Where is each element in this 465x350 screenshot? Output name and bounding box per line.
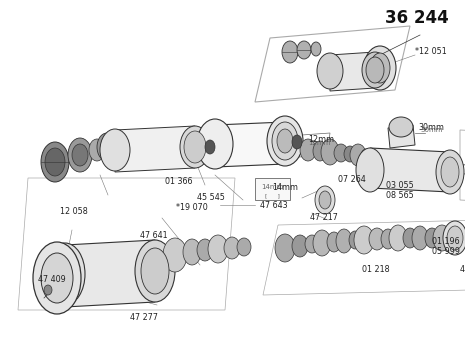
- Text: 47 277: 47 277: [130, 314, 158, 322]
- Ellipse shape: [135, 240, 175, 302]
- Ellipse shape: [208, 235, 228, 263]
- Ellipse shape: [313, 230, 331, 256]
- Ellipse shape: [68, 138, 92, 172]
- Ellipse shape: [205, 140, 215, 154]
- Ellipse shape: [370, 53, 390, 83]
- Ellipse shape: [44, 285, 52, 295]
- Text: 01 218: 01 218: [362, 266, 390, 274]
- Ellipse shape: [403, 228, 417, 248]
- Ellipse shape: [277, 129, 293, 153]
- Polygon shape: [115, 126, 195, 172]
- Ellipse shape: [33, 242, 81, 314]
- Ellipse shape: [197, 239, 213, 261]
- Ellipse shape: [389, 225, 407, 251]
- Text: 12mm: 12mm: [308, 135, 334, 145]
- Ellipse shape: [45, 148, 65, 176]
- Ellipse shape: [282, 41, 298, 63]
- Ellipse shape: [311, 42, 321, 56]
- Ellipse shape: [197, 119, 233, 169]
- Text: 47 217: 47 217: [310, 214, 338, 223]
- Ellipse shape: [275, 234, 295, 262]
- Text: 14mm: 14mm: [272, 183, 298, 192]
- Ellipse shape: [297, 41, 311, 59]
- Text: 47 641: 47 641: [140, 231, 167, 239]
- Polygon shape: [370, 148, 450, 192]
- Ellipse shape: [237, 238, 251, 256]
- Ellipse shape: [344, 146, 356, 162]
- Ellipse shape: [441, 157, 459, 187]
- Ellipse shape: [224, 237, 240, 259]
- Ellipse shape: [41, 253, 73, 303]
- Ellipse shape: [447, 226, 463, 250]
- Ellipse shape: [272, 122, 298, 160]
- Text: *19 070: *19 070: [176, 203, 208, 211]
- Ellipse shape: [100, 129, 130, 171]
- Text: 30mm: 30mm: [418, 122, 444, 132]
- Ellipse shape: [89, 139, 105, 161]
- Text: *12 051: *12 051: [415, 48, 447, 56]
- Ellipse shape: [41, 142, 69, 182]
- Ellipse shape: [334, 144, 348, 162]
- Ellipse shape: [315, 186, 335, 214]
- Ellipse shape: [321, 139, 339, 165]
- Polygon shape: [215, 122, 285, 167]
- Text: 47 302: 47 302: [460, 266, 465, 274]
- Ellipse shape: [45, 243, 85, 305]
- Text: 47 643: 47 643: [260, 201, 288, 210]
- Ellipse shape: [412, 226, 428, 250]
- Ellipse shape: [381, 229, 395, 249]
- Ellipse shape: [184, 131, 206, 163]
- Text: 07 264: 07 264: [338, 175, 366, 184]
- Text: 47 409: 47 409: [38, 275, 66, 285]
- Ellipse shape: [354, 226, 374, 254]
- Ellipse shape: [366, 57, 384, 83]
- Polygon shape: [388, 125, 415, 148]
- Ellipse shape: [317, 53, 343, 89]
- Ellipse shape: [163, 238, 187, 272]
- Text: 45 545: 45 545: [197, 194, 225, 203]
- Ellipse shape: [356, 148, 384, 192]
- Text: [     ]: [ ]: [265, 194, 279, 198]
- Text: 12 058: 12 058: [60, 208, 88, 217]
- Ellipse shape: [336, 229, 352, 253]
- Polygon shape: [330, 52, 375, 91]
- Text: 01 196: 01 196: [432, 237, 459, 245]
- Ellipse shape: [362, 52, 388, 88]
- Ellipse shape: [72, 144, 88, 166]
- Ellipse shape: [300, 139, 316, 161]
- Ellipse shape: [327, 232, 341, 252]
- Ellipse shape: [183, 239, 201, 265]
- Ellipse shape: [433, 225, 451, 251]
- Ellipse shape: [349, 231, 361, 249]
- Ellipse shape: [180, 126, 210, 168]
- Ellipse shape: [350, 144, 366, 166]
- Ellipse shape: [443, 221, 465, 255]
- Ellipse shape: [267, 116, 303, 166]
- Ellipse shape: [313, 141, 327, 161]
- Ellipse shape: [141, 248, 169, 294]
- Ellipse shape: [364, 46, 396, 90]
- Bar: [255, 178, 290, 200]
- Text: 05 999: 05 999: [432, 247, 460, 257]
- Text: 01 366: 01 366: [165, 177, 193, 187]
- Text: 08 565: 08 565: [386, 191, 414, 201]
- Polygon shape: [65, 240, 155, 307]
- Ellipse shape: [436, 150, 464, 194]
- Ellipse shape: [425, 228, 439, 248]
- Ellipse shape: [292, 235, 308, 257]
- Ellipse shape: [305, 235, 319, 253]
- Ellipse shape: [319, 191, 331, 209]
- Ellipse shape: [389, 117, 413, 137]
- Text: 03 055: 03 055: [386, 181, 414, 189]
- Text: 36 244: 36 244: [385, 9, 449, 27]
- Ellipse shape: [369, 228, 385, 250]
- Ellipse shape: [97, 133, 117, 161]
- Text: 30mm: 30mm: [420, 127, 443, 133]
- Text: 14mm: 14mm: [261, 184, 283, 190]
- Text: 12mm: 12mm: [308, 140, 330, 146]
- Ellipse shape: [361, 149, 371, 163]
- Ellipse shape: [292, 135, 302, 149]
